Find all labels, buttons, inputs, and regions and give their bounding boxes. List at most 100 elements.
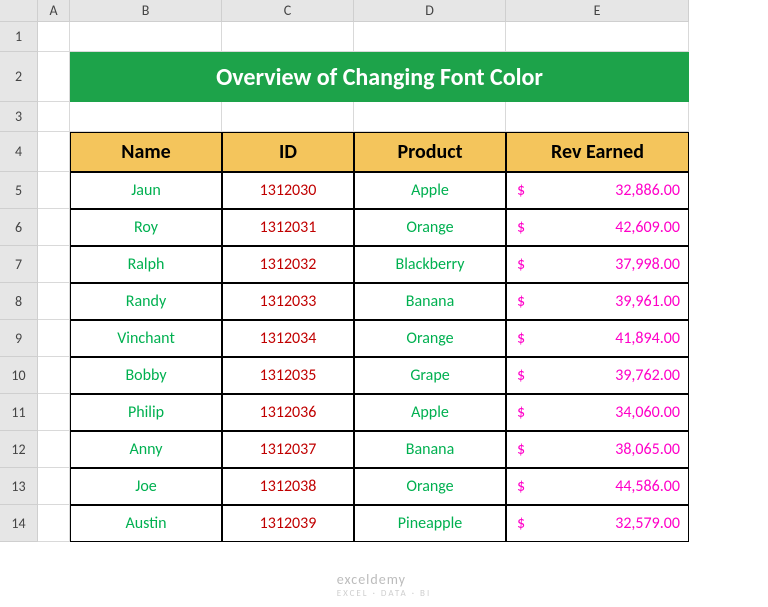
row-header-1[interactable]: 1 [0,22,38,52]
cell-name[interactable]: Jaun [70,172,222,209]
cell-name[interactable]: Philip [70,394,222,431]
cell-a12[interactable] [38,431,70,468]
rev-value: 37,998.00 [515,255,680,274]
cell-name[interactable]: Randy [70,283,222,320]
cell-b3[interactable] [70,102,222,132]
rev-value: 34,060.00 [515,403,680,422]
cell-a13[interactable] [38,468,70,505]
cell-product[interactable]: Grape [354,357,506,394]
cell-rev[interactable]: $39,762.00 [506,357,689,394]
row-header-14[interactable]: 14 [0,505,38,542]
cell-name[interactable]: Austin [70,505,222,542]
row-header-8[interactable]: 8 [0,283,38,320]
cell-a2[interactable] [38,52,70,102]
col-header-d[interactable]: D [354,0,506,22]
cell-rev[interactable]: $42,609.00 [506,209,689,246]
cell-rev[interactable]: $32,579.00 [506,505,689,542]
cell-id[interactable]: 1312036 [222,394,354,431]
row-header-5[interactable]: 5 [0,172,38,209]
title-cell[interactable]: Overview of Changing Font Color [70,52,689,102]
cell-a8[interactable] [38,283,70,320]
cell-id[interactable]: 1312032 [222,246,354,283]
cell-id[interactable]: 1312035 [222,357,354,394]
row-header-9[interactable]: 9 [0,320,38,357]
cell-rev[interactable]: $32,886.00 [506,172,689,209]
cell-rev[interactable]: $34,060.00 [506,394,689,431]
currency-sign: $ [517,218,525,237]
cell-a11[interactable] [38,394,70,431]
cell-id[interactable]: 1312034 [222,320,354,357]
cell-a1[interactable] [38,22,70,52]
table-header-product[interactable]: Product [354,132,506,172]
cell-rev[interactable]: $39,961.00 [506,283,689,320]
cell-name[interactable]: Ralph [70,246,222,283]
cell-rev[interactable]: $38,065.00 [506,431,689,468]
watermark-sub: EXCEL · DATA · BI [337,588,431,599]
col-header-b[interactable]: B [70,0,222,22]
currency-sign: $ [517,329,525,348]
cell-d1[interactable] [354,22,506,52]
col-header-e[interactable]: E [506,0,689,22]
cell-product[interactable]: Banana [354,283,506,320]
cell-rev[interactable]: $41,894.00 [506,320,689,357]
cell-id[interactable]: 1312033 [222,283,354,320]
col-header-a[interactable]: A [38,0,70,22]
rev-value: 39,762.00 [515,366,680,385]
cell-a14[interactable] [38,505,70,542]
cell-e3[interactable] [506,102,689,132]
row-header-3[interactable]: 3 [0,102,38,132]
row-header-7[interactable]: 7 [0,246,38,283]
row-header-11[interactable]: 11 [0,394,38,431]
table-header-rev[interactable]: Rev Earned [506,132,689,172]
cell-name[interactable]: Bobby [70,357,222,394]
cell-name[interactable]: Joe [70,468,222,505]
cell-product[interactable]: Pineapple [354,505,506,542]
cell-id[interactable]: 1312039 [222,505,354,542]
watermark: exceldemy EXCEL · DATA · BI [337,571,431,599]
cell-a4[interactable] [38,132,70,172]
row-header-6[interactable]: 6 [0,209,38,246]
cell-product[interactable]: Blackberry [354,246,506,283]
cell-d3[interactable] [354,102,506,132]
currency-sign: $ [517,440,525,459]
cell-c1[interactable] [222,22,354,52]
currency-sign: $ [517,366,525,385]
cell-product[interactable]: Apple [354,394,506,431]
cell-c3[interactable] [222,102,354,132]
row-header-12[interactable]: 12 [0,431,38,468]
cell-product[interactable]: Orange [354,320,506,357]
cell-name[interactable]: Vinchant [70,320,222,357]
rev-value: 39,961.00 [515,292,680,311]
select-all-corner[interactable] [0,0,38,22]
cell-product[interactable]: Orange [354,468,506,505]
cell-a9[interactable] [38,320,70,357]
cell-id[interactable]: 1312030 [222,172,354,209]
cell-product[interactable]: Banana [354,431,506,468]
spreadsheet-grid: A B C D E 1 2 3 4 5 6 7 8 9 10 11 12 13 … [0,0,768,542]
cell-b1[interactable] [70,22,222,52]
row-header-4[interactable]: 4 [0,132,38,172]
cell-id[interactable]: 1312031 [222,209,354,246]
cell-a6[interactable] [38,209,70,246]
table-header-id[interactable]: ID [222,132,354,172]
cell-name[interactable]: Roy [70,209,222,246]
cell-product[interactable]: Apple [354,172,506,209]
cell-e1[interactable] [506,22,689,52]
row-header-10[interactable]: 10 [0,357,38,394]
rev-value: 32,579.00 [515,514,680,533]
cell-a7[interactable] [38,246,70,283]
cell-id[interactable]: 1312037 [222,431,354,468]
table-header-name[interactable]: Name [70,132,222,172]
cell-a3[interactable] [38,102,70,132]
cell-id[interactable]: 1312038 [222,468,354,505]
cell-rev[interactable]: $37,998.00 [506,246,689,283]
cell-product[interactable]: Orange [354,209,506,246]
cell-a5[interactable] [38,172,70,209]
cell-a10[interactable] [38,357,70,394]
cell-name[interactable]: Anny [70,431,222,468]
row-header-2[interactable]: 2 [0,52,38,102]
currency-sign: $ [517,403,525,422]
cell-rev[interactable]: $44,586.00 [506,468,689,505]
row-header-13[interactable]: 13 [0,468,38,505]
col-header-c[interactable]: C [222,0,354,22]
